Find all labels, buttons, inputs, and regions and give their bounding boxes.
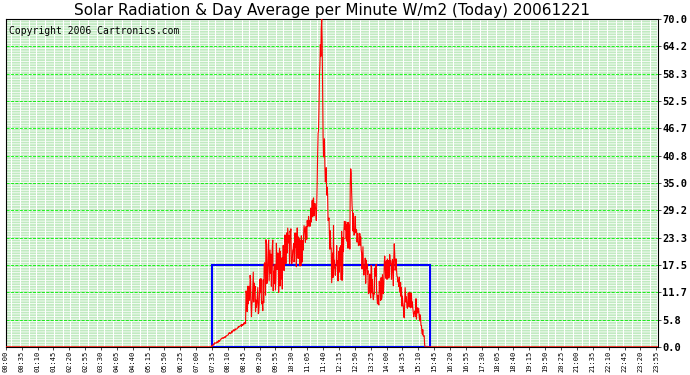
Text: Copyright 2006 Cartronics.com: Copyright 2006 Cartronics.com (9, 26, 179, 36)
Bar (212, 265, 430, 347)
Title: Solar Radiation & Day Average per Minute W/m2 (Today) 20061221: Solar Radiation & Day Average per Minute… (74, 3, 590, 18)
